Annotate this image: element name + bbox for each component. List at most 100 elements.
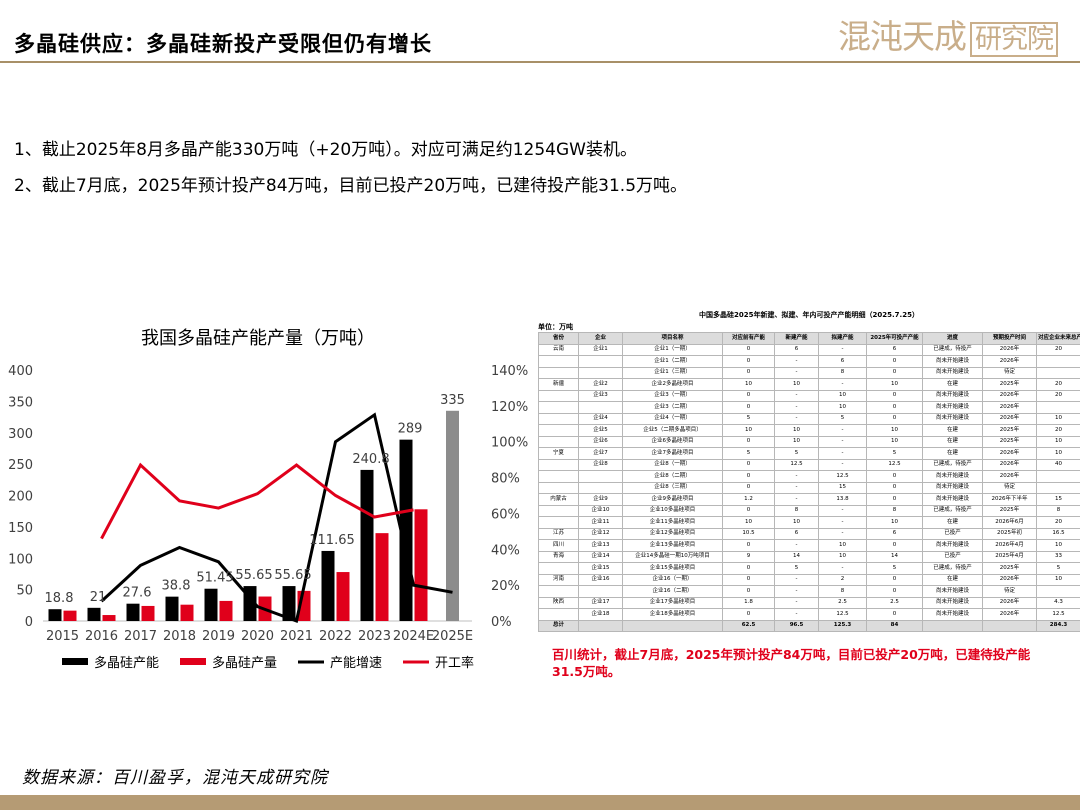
table-row: 企业8（三期） 0-15 0 尚未开始建设 待定 [538, 481, 1080, 494]
table-header-cell: 项目名称 [622, 332, 723, 345]
bar-多晶硅产能 [87, 607, 101, 621]
table-cell: 企业14多晶硅一期10万吨项目 [622, 550, 723, 563]
legend-label: 多晶硅产量 [212, 655, 277, 671]
table-row: 企业5 企业5（二期多晶项目） 10 10-10 在建 2025年 20 [538, 424, 1080, 437]
legend-swatch [62, 658, 88, 665]
table-cell: 20 [1036, 424, 1080, 437]
table-cell: 企业11多晶硅项目 [622, 516, 723, 529]
table-cell: 企业6 [578, 435, 623, 448]
table-cell [538, 355, 579, 368]
table-cell: 0 [722, 562, 775, 575]
table-cell: 9 [722, 550, 775, 563]
chart-legend: 多晶硅产能 多晶硅产量 产能增速 开工率 [62, 655, 474, 671]
table-cell: 在建 [922, 447, 983, 460]
bar-多晶硅产能 [360, 469, 374, 621]
table-cell: - [774, 493, 819, 506]
table-cell: 2026年 [982, 389, 1037, 402]
table-cell: 企业2 [578, 378, 623, 391]
table-cell: 在建 [922, 573, 983, 586]
table-cell: 新疆 [538, 378, 579, 391]
y-left-tick-label: 400 [8, 364, 33, 379]
x-tick-label: 2022 [319, 629, 352, 644]
table-cell: 2025年 [982, 504, 1037, 517]
table-cell: 10 [1036, 539, 1080, 552]
table-cell: 12.5 [774, 458, 819, 471]
chart-axes: 0 50 100 150 200 250 300 350 400 0% 20% 40% 60% 80% 10… [8, 364, 528, 644]
table-cell: 尚未开始建设 [922, 539, 983, 552]
table-cell: 5 [866, 562, 923, 575]
table-cell: 1.2 [722, 493, 775, 506]
x-tick-label: 2019 [202, 629, 235, 644]
table-cell: 8 [1036, 504, 1080, 517]
capacity-table: 省份 企业 项目名称 对应前有产能 新建产能 拟建产能 2025年可投产产能 进度 预期投产时间… [538, 332, 1080, 632]
table-cell: 江苏 [538, 527, 579, 540]
table-total-cell: 总计 [538, 619, 579, 632]
table-cell: 0 [722, 355, 775, 368]
table-cell: 0 [722, 366, 775, 379]
table-cell: 企业1（二期） [622, 355, 723, 368]
table-cell: 14 [774, 550, 819, 563]
table-cell [578, 470, 623, 483]
y-left-tick-label: 350 [8, 395, 33, 410]
table-cell [538, 366, 579, 379]
table-cell: 在建 [922, 435, 983, 448]
table-cell: 10 [1036, 573, 1080, 586]
table-cell: 待定 [982, 481, 1037, 494]
table-cell: 16.5 [1036, 527, 1080, 540]
bar-多晶硅产能 [48, 609, 62, 621]
table-cell [578, 401, 623, 414]
table-cell [538, 470, 579, 483]
table-cell [1036, 585, 1080, 598]
table-cell: 13.8 [818, 493, 867, 506]
table-cell: 5 [818, 412, 867, 425]
x-tick-label: 2024E [393, 629, 434, 644]
table-cell [578, 355, 623, 368]
table-cell: 10 [1036, 412, 1080, 425]
table-cell: 企业17多晶硅项目 [622, 596, 723, 609]
table-total-cell [622, 619, 723, 632]
table-cell: 在建 [922, 378, 983, 391]
y-right-tick-label: 100% [491, 436, 528, 451]
stat-note: 百川统计，截止7月底，2025年预计投产84万吨，目前已投产20万吨，已建待投产… [552, 647, 1031, 679]
table-header-cell: 企业 [578, 332, 623, 345]
table-cell: - [818, 378, 867, 391]
y-left-tick-label: 50 [16, 584, 33, 599]
table-cell: 已建成，待投产 [922, 504, 983, 517]
table-cell: 6 [866, 527, 923, 540]
y-right-tick-label: 140% [491, 364, 528, 379]
table-header-row: 省份 企业 项目名称 对应前有产能 新建产能 拟建产能 2025年可投产产能 进度 预期投产时间… [538, 332, 1080, 345]
legend-label: 开工率 [435, 655, 474, 671]
table-cell [1036, 401, 1080, 414]
bar-data-label: 27.6 [123, 586, 152, 601]
table-cell: 企业6多晶硅项目 [622, 435, 723, 448]
y-right-tick-label: 80% [491, 472, 520, 487]
table-cell: 20 [1036, 378, 1080, 391]
bullet-list: 1、截止2025年8月多晶产能330万吨（+20万吨）。对应可满足约1254GW… [14, 132, 687, 204]
y-left-tick-label: 300 [8, 427, 33, 442]
table-cell: 尚未开始建设 [922, 412, 983, 425]
table-total-row: 总计 62.5 96.5 125.3 84 284.3 [538, 619, 1080, 632]
table-total-cell: 96.5 [774, 619, 819, 632]
table-total-cell: 284.3 [1036, 619, 1080, 632]
table-cell [538, 516, 579, 529]
table-cell: 0 [722, 585, 775, 598]
table-cell: 2026年 [982, 608, 1037, 621]
bar-data-label: 111.65 [309, 533, 355, 548]
bar-多晶硅产量 [336, 572, 350, 621]
table-header-cell: 对应企业未来总产能 [1036, 332, 1080, 345]
x-tick-label: 2020 [241, 629, 274, 644]
table-cell: 2025年初 [982, 527, 1037, 540]
table-cell: 12.5 [866, 458, 923, 471]
table-cell: 企业8（二期） [622, 470, 723, 483]
table-row: 陕西 企业17 企业17多晶硅项目 1.8-2.5 2.5 尚未开始建设 2026年 4.3 [538, 596, 1080, 609]
table-cell: 10 [774, 435, 819, 448]
table-cell: 0 [722, 504, 775, 517]
table-cell: 2026年6月 [982, 516, 1037, 529]
table-cell: - [774, 585, 819, 598]
table-cell: 尚未开始建设 [922, 401, 983, 414]
table-cell: 2026年 [982, 458, 1037, 471]
table-cell: 10 [818, 550, 867, 563]
table-cell: 企业8（三期） [622, 481, 723, 494]
table-cell: 8 [866, 504, 923, 517]
table-cell: 15 [1036, 493, 1080, 506]
